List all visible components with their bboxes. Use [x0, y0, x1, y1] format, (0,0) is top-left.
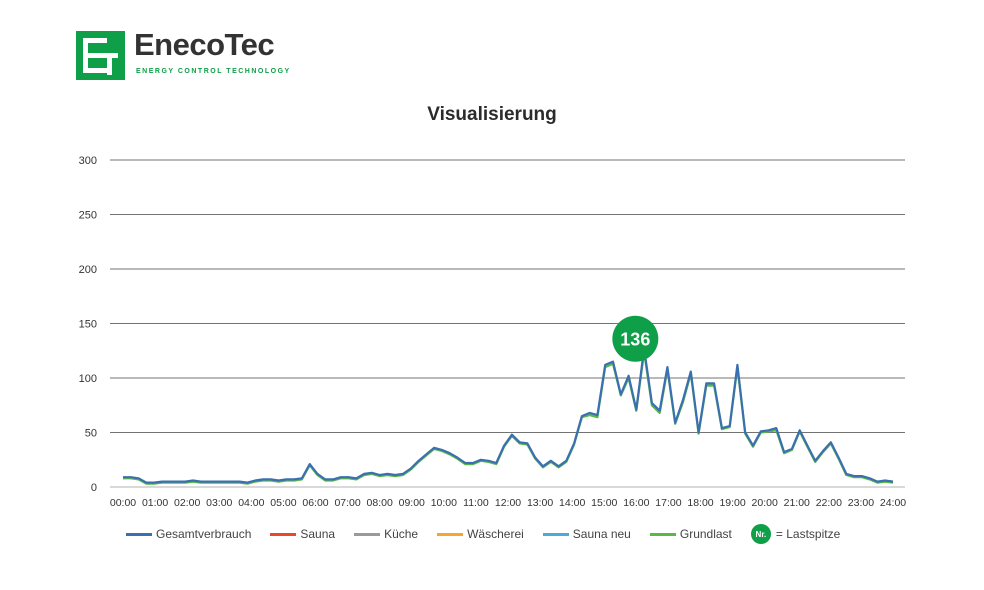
peak-marker: 136 [612, 315, 659, 362]
grid-lines [110, 159, 905, 488]
y-tick-label: 100 [79, 373, 97, 385]
legend-swatch [126, 532, 152, 536]
legend-swatch [354, 532, 381, 536]
legend-item: Wäscherei [437, 527, 524, 541]
legend-label: Sauna neu [572, 527, 631, 541]
y-axis-ticks: 0 50 100 150 200 250 300 [79, 155, 97, 494]
x-tick-label: 21:00 [784, 497, 810, 509]
x-tick-label: 24:00 [880, 497, 906, 509]
legend-swatch [542, 532, 569, 536]
et-logo-icon [76, 31, 125, 80]
x-tick-label: 16:00 [623, 497, 649, 509]
legend-item: Gesamtverbrauch [126, 527, 251, 541]
legend-swatch [437, 532, 464, 536]
legend-item-peak: Nr. = Lastspitze [750, 524, 841, 544]
legend-label: Grundlast [679, 527, 732, 541]
x-tick-label: 03:00 [206, 497, 232, 509]
legend-label: Sauna [300, 527, 336, 541]
y-tick-label: 150 [79, 319, 97, 331]
legend-label: Küche [384, 527, 419, 541]
legend-label: Gesamtverbrauch [156, 527, 252, 541]
legend-item: Grundlast [649, 527, 732, 541]
x-tick-label: 14:00 [559, 497, 585, 509]
x-tick-label: 07:00 [334, 497, 360, 509]
chart-title: Visualisierung [427, 104, 557, 125]
peak-badge [612, 315, 659, 362]
x-tick-label: 17:00 [655, 497, 681, 509]
x-tick-label: 02:00 [174, 497, 200, 509]
legend-label: = Lastspitze [775, 527, 841, 541]
x-tick-label: 05:00 [270, 497, 296, 509]
x-tick-label: 10:00 [431, 497, 457, 509]
legend-item: Sauna [270, 527, 335, 541]
series-line-gesamtverbrauch [123, 347, 894, 484]
x-tick-label: 12:00 [495, 497, 521, 509]
legend-item: Sauna neu [542, 527, 631, 541]
x-tick-label: 00:00 [110, 497, 136, 509]
x-tick-label: 18:00 [687, 497, 713, 509]
brand-tagline: ENERGY CONTROL TECHNOLOGY [136, 68, 291, 75]
x-axis-ticks: 00:00 01:00 02:00 03:00 04:00 05:00 06:00 07:00… [110, 497, 906, 509]
x-tick-label: 19:00 [719, 497, 745, 509]
y-tick-label: 200 [79, 264, 97, 276]
x-tick-label: 11:00 [463, 497, 489, 509]
y-tick-label: 250 [79, 210, 97, 222]
legend-label: Wäscherei [467, 527, 524, 541]
brand-name: EnecoTec [134, 27, 275, 62]
series-line-grundlast [123, 350, 894, 485]
x-tick-label: 04:00 [238, 497, 264, 509]
series-lines [123, 347, 894, 485]
x-tick-label: 01:00 [142, 497, 168, 509]
x-tick-label: 06:00 [302, 497, 328, 509]
x-tick-label: 09:00 [399, 497, 425, 509]
y-tick-label: 50 [85, 428, 97, 440]
legend-swatch [270, 532, 297, 536]
x-tick-label: 23:00 [848, 497, 874, 509]
x-tick-label: 22:00 [816, 497, 842, 509]
legend-swatch [649, 532, 676, 536]
x-tick-label: 15:00 [591, 497, 617, 509]
y-tick-label: 0 [91, 482, 97, 494]
x-tick-label: 08:00 [367, 497, 393, 509]
brand-logo: EnecoTec ENERGY CONTROL TECHNOLOGY [76, 27, 336, 83]
y-tick-label: 300 [79, 155, 97, 167]
legend-item: Küche [354, 527, 418, 541]
x-tick-label: 13:00 [527, 497, 553, 509]
peak-value-label: 136 [620, 329, 650, 349]
chart-legend: Gesamtverbrauch Sauna Küche Wäscherei Sauna … [126, 524, 859, 544]
x-tick-label: 20:00 [752, 497, 778, 509]
peak-badge-icon: Nr. [750, 524, 771, 544]
